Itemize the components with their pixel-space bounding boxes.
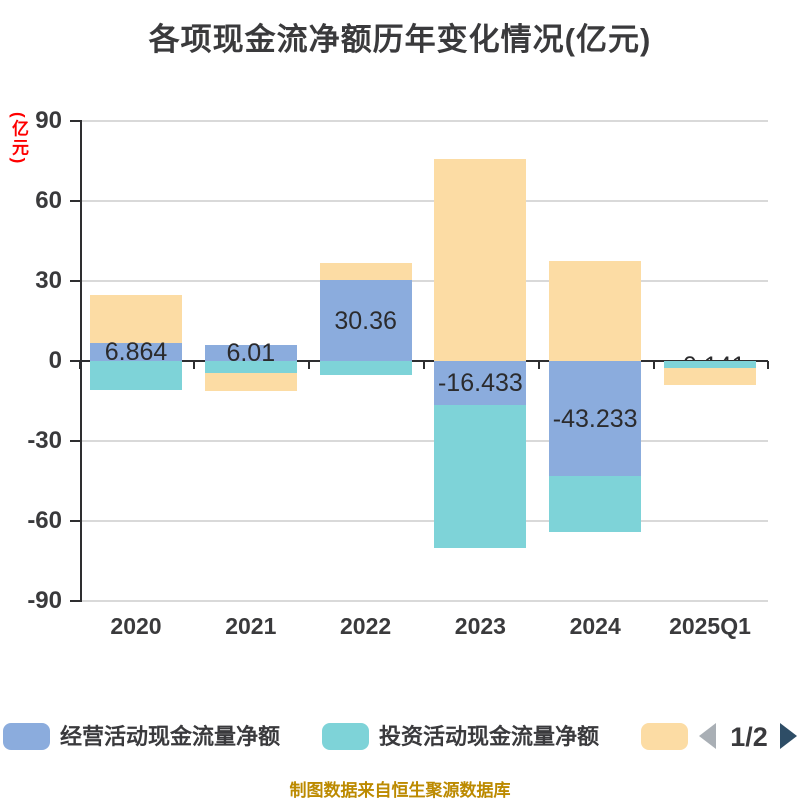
data-source-note: 制图数据来自恒生聚源数据库 — [289, 781, 511, 800]
bar-segment-series1-2022[interactable] — [319, 280, 412, 361]
y-axis-tick--60 — [70, 520, 80, 522]
bar-segment-series2-2021[interactable] — [204, 361, 297, 374]
bar-segment-series3-2024[interactable] — [549, 260, 642, 361]
y-axis-label--30: -30 — [27, 427, 62, 454]
y-axis-tick-30 — [70, 280, 80, 282]
gridline--30 — [81, 440, 768, 442]
y-axis-label--90: -90 — [27, 587, 62, 614]
x-axis-label-2020: 2020 — [110, 613, 162, 639]
bar-value-label-2023: -16.433 — [437, 368, 523, 397]
x-axis-label-2024: 2024 — [569, 613, 621, 639]
legend-label-operating[interactable]: 经营活动现金流量净额 — [60, 724, 281, 749]
y-axis-label-60: 60 — [35, 187, 62, 214]
bar-segment-series2-2023[interactable] — [434, 404, 527, 549]
bar-segment-series2-2024[interactable] — [549, 476, 642, 532]
x-axis-tick-5 — [652, 361, 655, 369]
y-axis-tick--90 — [70, 600, 80, 602]
x-axis-label-2023: 2023 — [454, 613, 506, 639]
gridline-60 — [81, 200, 768, 202]
y-axis-label-90: 90 — [35, 107, 62, 134]
y-axis-label-30: 30 — [35, 267, 62, 294]
bar-value-label-2021: 6.01 — [226, 338, 276, 367]
bar-segment-series1-2021[interactable] — [204, 344, 297, 361]
y-axis-tick-60 — [70, 200, 80, 202]
y-axis-label--60: -60 — [27, 507, 62, 534]
bar-value-label-2022: 30.36 — [334, 306, 397, 335]
legend-swatch-investing[interactable] — [322, 723, 369, 750]
gridline-30 — [81, 280, 768, 282]
y-axis-line — [80, 120, 82, 602]
y-axis-tick-0 — [70, 360, 80, 362]
bar-segment-series1-2020[interactable] — [90, 342, 182, 361]
gridline--60 — [81, 520, 768, 522]
pagination-page-indicator: 1/2 — [730, 722, 768, 752]
x-axis-tick-0 — [78, 361, 81, 369]
bar-segment-series1-2024[interactable] — [549, 361, 642, 477]
y-axis-tick-90 — [70, 120, 80, 122]
y-axis-tick--30 — [70, 440, 80, 442]
legend-swatch-financing[interactable] — [641, 723, 688, 750]
legend-swatch-operating[interactable] — [3, 723, 50, 750]
x-axis-label-2021: 2021 — [225, 613, 277, 639]
bar-segment-series3-2021[interactable] — [204, 373, 297, 391]
y-axis-label-0: 0 — [48, 347, 62, 374]
x-axis-tick-3 — [423, 361, 425, 369]
x-axis-label-2025Q1: 2025Q1 — [669, 613, 751, 639]
bar-segment-series3-2025Q1[interactable] — [664, 368, 756, 386]
legend-label-investing[interactable]: 投资活动现金流量净额 — [379, 724, 600, 749]
x-axis-tick-1 — [193, 361, 196, 369]
bar-segment-series2-2025Q1[interactable] — [664, 361, 756, 369]
pagination-next-icon[interactable] — [780, 723, 797, 749]
y-axis-unit-label: (亿元) — [9, 112, 28, 166]
pagination-prev-icon[interactable] — [699, 723, 716, 749]
x-axis-tick-6 — [767, 361, 770, 369]
bar-value-label-2020: 6.864 — [104, 337, 168, 366]
bar-segment-series2-2022[interactable] — [319, 361, 412, 376]
bar-value-label-2024: -43.233 — [552, 404, 638, 433]
bar-segment-series3-2023[interactable] — [434, 158, 527, 361]
x-axis-zero-line — [80, 359, 768, 362]
page-title: 各项现金流净额历年变化情况(亿元) — [148, 22, 652, 57]
bar-segment-series1-2023[interactable] — [434, 361, 527, 405]
x-axis-label-2022: 2022 — [340, 613, 392, 639]
x-axis-tick-2 — [308, 361, 311, 369]
bar-segment-series3-2020[interactable] — [90, 294, 182, 343]
gridline--90 — [81, 600, 768, 602]
gridline-90 — [81, 120, 768, 122]
bar-segment-series2-2020[interactable] — [90, 361, 182, 391]
bar-segment-series3-2022[interactable] — [319, 262, 412, 281]
x-axis-tick-4 — [537, 361, 540, 369]
